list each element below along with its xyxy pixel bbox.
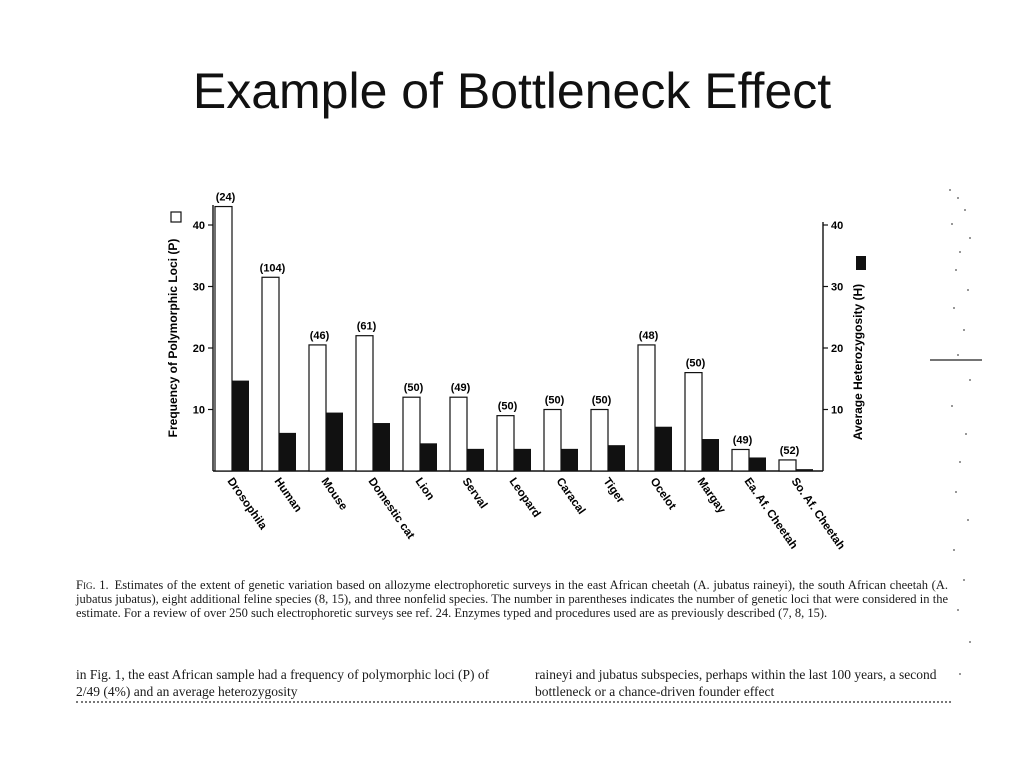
right-y-tick-label: 30 <box>831 282 843 294</box>
loci-count-label: (24) <box>216 192 236 204</box>
category-label: Mouse <box>319 476 350 513</box>
bar-heterozygosity <box>232 380 249 471</box>
category-label: Lion <box>413 476 437 503</box>
right-y-tick-label: 10 <box>831 405 843 417</box>
loci-count-label: (52) <box>780 445 800 457</box>
bar-heterozygosity <box>514 448 531 471</box>
left-y-tick-label: 30 <box>193 282 205 294</box>
bar-polymorphic-loci <box>214 205 233 472</box>
loci-count-label: (48) <box>639 330 659 342</box>
bar-heterozygosity <box>326 412 343 471</box>
category-label: Ocelot <box>648 476 678 512</box>
category-label: Ea. Af. Cheetah <box>742 476 800 552</box>
body-text-left: in Fig. 1, the east African sample had a… <box>76 667 490 699</box>
bar-polymorphic-loci <box>496 415 515 472</box>
page-cut-line <box>76 700 951 703</box>
y-axis-label: Frequency of Polymorphic Loci (P) <box>166 239 180 438</box>
left-y-tick-label: 40 <box>193 220 205 232</box>
category-label: Serval <box>460 476 490 511</box>
category-label: Domestic cat <box>366 476 417 542</box>
left-y-tick-label: 20 <box>193 343 205 355</box>
bar-heterozygosity <box>655 426 672 471</box>
bar-heterozygosity <box>561 448 578 471</box>
right-y-tick-label: 20 <box>831 343 843 355</box>
bar-polymorphic-loci <box>308 344 327 472</box>
left-y-tick-label: 10 <box>193 405 205 417</box>
bar-polymorphic-loci <box>684 372 703 472</box>
category-label: Drosophila <box>225 476 270 533</box>
bar-polymorphic-loci <box>449 396 468 472</box>
bar-heterozygosity <box>420 443 437 471</box>
category-label: Leopard <box>507 476 543 520</box>
slide-title: Example of Bottleneck Effect <box>192 63 832 119</box>
figure-caption: Fig. 1. Estimates of the extent of geneti… <box>76 578 948 620</box>
bar-heterozygosity <box>796 469 813 471</box>
figure-label: Fig. 1. <box>76 578 109 592</box>
loci-count-label: (50) <box>592 395 612 407</box>
bar-polymorphic-loci <box>590 408 609 472</box>
category-label: Tiger <box>601 476 627 506</box>
right-y-tick-label: 40 <box>831 220 843 232</box>
body-text-right: raineyi and jubatus subspecies, perhaps … <box>535 667 937 699</box>
loci-count-label: (49) <box>451 382 471 394</box>
bar-polymorphic-loci <box>402 396 421 472</box>
bar-heterozygosity <box>279 432 296 471</box>
bar-heterozygosity <box>749 457 766 471</box>
bar-polymorphic-loci <box>731 448 750 472</box>
y2-axis-label: Average Heterozygosity (H) <box>851 284 865 440</box>
loci-count-label: (50) <box>498 401 518 413</box>
loci-count-label: (46) <box>310 330 330 342</box>
category-label: Margay <box>695 476 728 516</box>
loci-count-label: (50) <box>404 382 424 394</box>
caption-text: Estimates of the extent of genetic varia… <box>76 578 948 620</box>
scan-noise-marks <box>930 189 982 675</box>
legend-open-square <box>170 211 182 223</box>
category-label: Caracal <box>554 476 588 517</box>
bar-heterozygosity <box>373 423 390 471</box>
bar-polymorphic-loci <box>637 344 656 472</box>
loci-count-label: (50) <box>545 395 565 407</box>
bar-heterozygosity <box>608 445 625 471</box>
category-label: Human <box>272 476 304 515</box>
bar-polymorphic-loci <box>543 408 562 472</box>
loci-count-label: (104) <box>260 262 286 274</box>
bar-heterozygosity <box>702 439 719 471</box>
loci-count-label: (61) <box>357 321 377 333</box>
chart-axes <box>208 205 828 472</box>
bar-polymorphic-loci <box>261 276 280 472</box>
bar-polymorphic-loci <box>355 335 374 472</box>
loci-count-label: (50) <box>686 358 706 370</box>
bar-polymorphic-loci <box>778 459 797 472</box>
chart-bars <box>214 205 813 472</box>
loci-count-label: (49) <box>733 434 753 446</box>
legend-filled-square <box>856 256 866 270</box>
bar-heterozygosity <box>467 448 484 471</box>
